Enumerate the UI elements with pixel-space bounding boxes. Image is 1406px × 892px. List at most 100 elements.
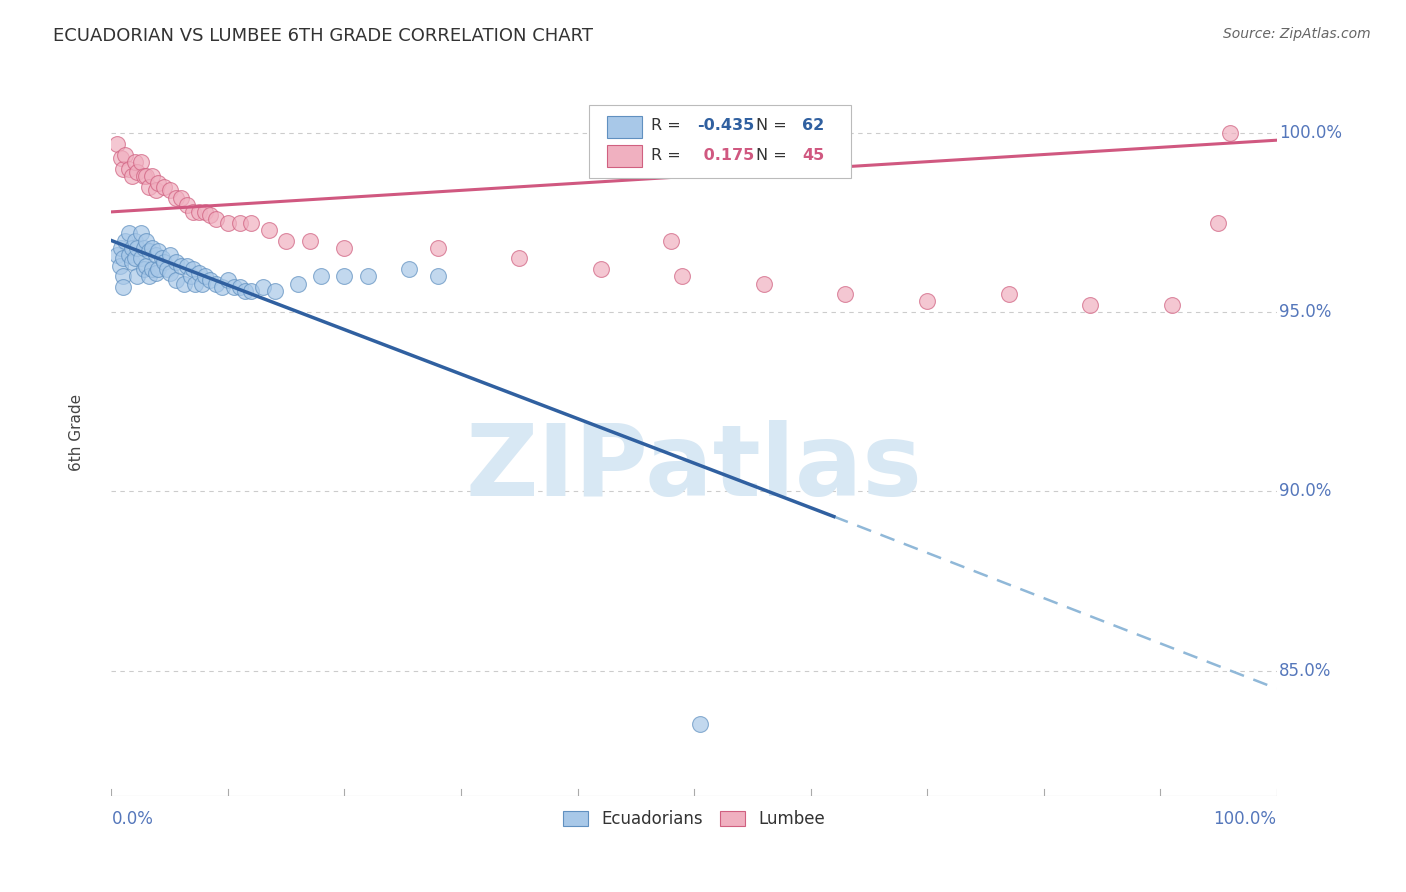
- Point: [146, 244, 169, 259]
- Point: [125, 241, 148, 255]
- Point: [194, 205, 217, 219]
- Point: [834, 287, 856, 301]
- Point: [159, 248, 181, 262]
- Point: [170, 259, 193, 273]
- Legend: Ecuadorians, Lumbee: Ecuadorians, Lumbee: [557, 804, 831, 835]
- Point: [159, 266, 181, 280]
- Point: [240, 284, 263, 298]
- Point: [135, 259, 157, 273]
- Point: [125, 165, 148, 179]
- Point: [135, 169, 157, 183]
- Point: [426, 241, 449, 255]
- Point: [159, 183, 181, 197]
- Point: [287, 277, 309, 291]
- Point: [138, 269, 160, 284]
- Point: [153, 179, 176, 194]
- Point: [132, 241, 155, 255]
- Bar: [606, 145, 641, 167]
- Text: N =: N =: [756, 148, 792, 163]
- Text: N =: N =: [756, 119, 792, 134]
- Point: [211, 280, 233, 294]
- Text: 45: 45: [803, 148, 825, 163]
- Point: [915, 294, 938, 309]
- Text: 0.0%: 0.0%: [111, 811, 153, 829]
- Text: 62: 62: [803, 119, 825, 134]
- Point: [176, 259, 198, 273]
- Point: [112, 161, 135, 176]
- Point: [176, 198, 198, 212]
- Point: [124, 252, 146, 266]
- Point: [276, 234, 298, 248]
- FancyBboxPatch shape: [589, 105, 851, 178]
- Point: [1078, 298, 1101, 312]
- Point: [333, 241, 356, 255]
- Point: [124, 234, 146, 248]
- Point: [145, 248, 167, 262]
- Point: [110, 151, 132, 165]
- Point: [145, 266, 167, 280]
- Point: [121, 241, 143, 255]
- Point: [252, 280, 274, 294]
- Point: [105, 248, 128, 262]
- Point: [181, 262, 204, 277]
- Text: 6th Grade: 6th Grade: [69, 393, 84, 471]
- Point: [153, 255, 176, 269]
- Point: [121, 255, 143, 269]
- Point: [205, 212, 228, 227]
- Point: [112, 269, 135, 284]
- Point: [129, 227, 152, 241]
- Point: [108, 259, 131, 273]
- Point: [118, 227, 141, 241]
- Point: [125, 269, 148, 284]
- Point: [508, 252, 530, 266]
- Point: [129, 252, 152, 266]
- Point: [184, 277, 207, 291]
- Point: [114, 147, 136, 161]
- Point: [997, 287, 1019, 301]
- Point: [205, 277, 228, 291]
- Point: [1219, 126, 1241, 140]
- Point: [659, 234, 682, 248]
- Text: R =: R =: [651, 148, 686, 163]
- Point: [145, 183, 167, 197]
- Text: -0.435: -0.435: [697, 119, 755, 134]
- Point: [146, 262, 169, 277]
- Point: [187, 205, 209, 219]
- Point: [200, 273, 222, 287]
- Point: [135, 234, 157, 248]
- Point: [105, 136, 128, 151]
- Text: 95.0%: 95.0%: [1279, 303, 1331, 321]
- Point: [398, 262, 420, 277]
- Point: [1208, 216, 1230, 230]
- Point: [132, 262, 155, 277]
- Point: [173, 277, 195, 291]
- Point: [150, 252, 173, 266]
- Point: [333, 269, 356, 284]
- Point: [112, 252, 135, 266]
- Point: [194, 269, 217, 284]
- Point: [752, 277, 775, 291]
- Point: [217, 273, 239, 287]
- Point: [257, 223, 280, 237]
- Bar: [606, 116, 641, 137]
- Point: [112, 280, 135, 294]
- Text: R =: R =: [651, 119, 686, 134]
- Point: [228, 280, 250, 294]
- Point: [426, 269, 449, 284]
- Text: 85.0%: 85.0%: [1279, 662, 1331, 680]
- Point: [181, 205, 204, 219]
- Text: ECUADORIAN VS LUMBEE 6TH GRADE CORRELATION CHART: ECUADORIAN VS LUMBEE 6TH GRADE CORRELATI…: [53, 27, 593, 45]
- Point: [240, 216, 263, 230]
- Point: [200, 209, 222, 223]
- Point: [263, 284, 285, 298]
- Point: [180, 269, 202, 284]
- Point: [1160, 298, 1182, 312]
- Point: [156, 262, 179, 277]
- Point: [589, 262, 612, 277]
- Point: [141, 169, 163, 183]
- Point: [165, 273, 187, 287]
- Point: [309, 269, 332, 284]
- Point: [129, 154, 152, 169]
- Point: [689, 717, 711, 731]
- Point: [146, 176, 169, 190]
